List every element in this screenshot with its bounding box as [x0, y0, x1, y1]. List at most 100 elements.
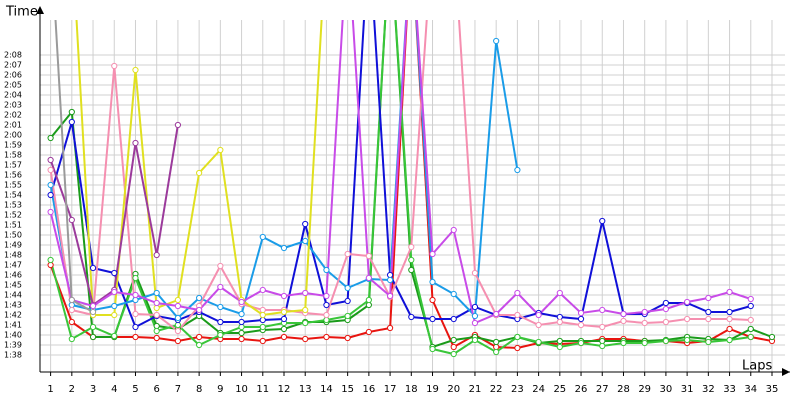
- x-tick-label: 11: [256, 384, 269, 395]
- data-point: [493, 338, 500, 346]
- y-tick-label: 1:46: [4, 271, 22, 280]
- data-point: [705, 308, 712, 316]
- data-point: [577, 339, 585, 347]
- data-point: [408, 313, 415, 321]
- data-point: [217, 331, 224, 339]
- data-point: [535, 338, 542, 346]
- data-point: [217, 262, 224, 270]
- y-axis-arrow: [36, 6, 44, 14]
- data-point: [132, 323, 139, 331]
- y-tick-label: 2:07: [4, 61, 22, 70]
- data-point: [153, 299, 160, 307]
- x-tick-label: 29: [638, 384, 651, 395]
- x-tick-label: 5: [132, 384, 138, 395]
- y-tick-label: 1:53: [4, 201, 22, 210]
- data-point: [302, 306, 309, 314]
- data-point: [111, 269, 118, 277]
- data-point: [556, 318, 563, 326]
- data-point: [68, 118, 75, 126]
- y-tick-label: 1:38: [4, 351, 22, 360]
- x-tick-label: 30: [660, 384, 673, 395]
- data-point: [620, 317, 627, 325]
- data-point: [302, 335, 309, 343]
- data-point: [429, 296, 436, 304]
- y-tick-label: 1:47: [4, 261, 22, 270]
- data-point: [577, 321, 585, 329]
- data-point: [259, 316, 266, 324]
- data-point: [556, 289, 563, 297]
- y-tick-label: 1:43: [4, 301, 22, 310]
- y-tick-label: 2:00: [4, 131, 22, 140]
- data-point: [323, 266, 330, 274]
- data-point: [302, 237, 309, 245]
- x-tick-label: 24: [532, 384, 545, 395]
- data-point: [259, 323, 266, 331]
- data-point: [302, 319, 309, 327]
- data-point: [238, 298, 245, 306]
- data-point: [386, 271, 394, 279]
- data-point: [429, 315, 436, 323]
- data-point: [302, 220, 309, 228]
- x-tick-label: 34: [744, 384, 757, 395]
- data-point: [386, 324, 394, 332]
- data-point: [726, 288, 733, 296]
- y-tick-label: 1:55: [4, 181, 22, 190]
- data-point: [684, 315, 691, 323]
- data-point: [47, 134, 54, 142]
- data-point: [471, 269, 479, 277]
- y-tick-label: 2:08: [4, 51, 22, 60]
- series-line: [49, 20, 751, 333]
- data-point: [153, 289, 160, 297]
- data-point: [174, 314, 182, 322]
- data-point: [726, 325, 733, 333]
- data-point: [599, 323, 606, 331]
- data-point: [514, 289, 521, 297]
- data-point: [89, 308, 97, 316]
- data-point: [111, 332, 118, 340]
- y-tick-label: 1:44: [4, 291, 22, 300]
- x-tick-label: 14: [320, 384, 333, 395]
- data-point: [641, 308, 648, 316]
- data-point: [89, 302, 97, 310]
- data-point: [47, 166, 54, 174]
- data-point: [132, 310, 139, 318]
- data-point: [323, 292, 330, 300]
- data-point: [344, 250, 351, 258]
- data-point: [577, 309, 585, 317]
- y-tick-label: 1:52: [4, 211, 22, 220]
- x-tick-label: 7: [175, 384, 181, 395]
- data-point: [386, 292, 394, 300]
- y-tick-label: 1:48: [4, 251, 22, 260]
- data-point: [47, 261, 54, 269]
- data-point: [132, 333, 139, 341]
- x-tick-label: 6: [154, 384, 160, 395]
- data-point: [217, 146, 224, 154]
- data-point: [556, 343, 563, 351]
- x-tick-label: 22: [490, 384, 503, 395]
- data-point: [386, 276, 394, 284]
- data-point: [259, 306, 266, 314]
- data-point: [344, 284, 351, 292]
- data-point: [662, 305, 670, 313]
- data-point: [344, 334, 351, 342]
- data-point: [280, 308, 288, 316]
- data-point: [323, 333, 330, 341]
- data-point: [280, 325, 288, 333]
- data-point: [662, 299, 670, 307]
- data-point: [280, 244, 288, 252]
- data-point: [493, 343, 500, 351]
- data-point: [196, 306, 203, 314]
- data-point: [365, 328, 372, 336]
- y-axis-title: Time: [5, 5, 38, 20]
- data-point: [217, 283, 224, 291]
- data-point: [577, 315, 585, 323]
- data-point: [514, 311, 521, 319]
- data-point: [471, 336, 479, 344]
- y-tick-label: 2:02: [4, 111, 22, 120]
- data-point: [174, 321, 182, 329]
- data-point: [153, 311, 160, 319]
- data-point: [174, 327, 182, 335]
- data-point: [68, 335, 75, 343]
- x-tick-label: 13: [299, 384, 312, 395]
